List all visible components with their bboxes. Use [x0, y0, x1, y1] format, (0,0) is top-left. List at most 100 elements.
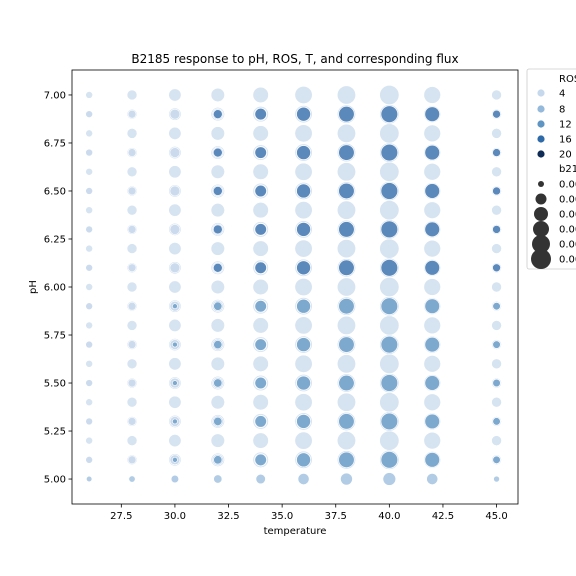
legend-ros-marker	[537, 150, 545, 158]
data-point	[423, 239, 441, 258]
data-point	[252, 86, 269, 104]
data-point	[254, 300, 267, 313]
data-point	[492, 148, 501, 157]
data-point	[491, 358, 502, 370]
data-point	[423, 124, 441, 143]
data-point	[336, 431, 356, 451]
data-point	[168, 88, 182, 102]
data-point	[254, 376, 267, 390]
data-point	[172, 303, 178, 310]
data-point	[296, 260, 311, 276]
chart-title: B2185 response to pH, ROS, T, and corres…	[131, 52, 458, 66]
data-point	[85, 379, 93, 387]
legend-ros-title: ROS	[559, 74, 576, 85]
data-point	[126, 128, 138, 139]
data-point	[252, 278, 269, 296]
data-point	[380, 105, 399, 123]
legend-ros-label: 8	[559, 105, 565, 116]
data-point	[172, 380, 178, 386]
legend-size-marker	[533, 221, 549, 237]
data-point	[169, 185, 181, 197]
data-point	[210, 395, 225, 410]
data-point	[127, 263, 137, 273]
data-point	[252, 317, 269, 334]
data-point	[210, 87, 225, 103]
data-point	[172, 418, 178, 425]
data-point	[380, 335, 399, 354]
data-point	[168, 357, 182, 371]
data-point	[336, 200, 356, 220]
legend-ros-marker	[537, 105, 545, 113]
data-point	[338, 413, 355, 430]
x-tick-label: 27.5	[110, 511, 132, 522]
data-point	[338, 336, 355, 353]
legend-ros-label: 12	[559, 120, 572, 131]
data-point	[492, 263, 501, 273]
data-point	[85, 167, 93, 176]
data-point	[126, 243, 138, 254]
data-point	[252, 163, 269, 180]
data-point	[379, 238, 400, 259]
x-tick-label: 37.5	[325, 511, 347, 522]
data-point	[254, 108, 267, 121]
data-point	[127, 455, 137, 465]
x-tick-label: 45.0	[485, 511, 507, 522]
data-point	[296, 452, 311, 468]
data-point	[169, 262, 181, 274]
data-point	[491, 243, 502, 254]
y-tick-label: 5.00	[44, 475, 66, 486]
data-point	[379, 200, 400, 221]
data-point	[85, 398, 93, 407]
data-point	[210, 279, 225, 295]
data-point	[254, 223, 267, 236]
data-point	[294, 316, 313, 335]
data-point	[127, 186, 137, 196]
data-point	[168, 395, 182, 409]
data-point	[424, 298, 440, 314]
data-point	[127, 148, 137, 157]
y-tick-label: 5.25	[44, 427, 66, 438]
data-point	[213, 147, 223, 158]
data-point	[127, 109, 137, 119]
data-point	[252, 202, 269, 219]
data-point	[85, 110, 93, 118]
data-point	[169, 108, 181, 120]
data-point	[380, 297, 399, 315]
data-point	[254, 184, 267, 198]
data-point	[85, 225, 93, 234]
y-tick-label: 5.50	[44, 379, 66, 390]
data-point	[168, 126, 182, 140]
data-point	[127, 340, 137, 349]
data-point	[85, 321, 93, 330]
data-point	[210, 356, 225, 371]
data-point	[492, 109, 501, 119]
data-point	[126, 320, 138, 331]
data-point	[126, 358, 138, 370]
data-point	[294, 431, 313, 450]
data-point	[296, 375, 311, 391]
data-point	[380, 374, 399, 392]
data-point	[127, 225, 137, 234]
x-tick-label: 35.0	[271, 511, 293, 522]
data-point	[338, 144, 355, 161]
legend: ROS b21 4 8 12 16 20 0.00 0.00 0.00 0.00 0.00 0.00	[526, 68, 576, 270]
data-point	[85, 283, 93, 291]
data-point	[380, 220, 399, 239]
data-point	[252, 125, 269, 142]
data-point	[424, 336, 440, 353]
data-point	[168, 203, 182, 217]
axes-layer: 27.5 30.0 32.5 35.0 37.5 40.0 42.5 45.0 5.00 5.25…	[44, 90, 508, 522]
data-point	[85, 417, 93, 426]
y-axis-label: pH	[28, 280, 39, 294]
data-point	[340, 472, 353, 486]
data-point	[126, 204, 138, 216]
data-point	[172, 457, 178, 463]
data-point	[170, 474, 180, 484]
data-point	[338, 182, 355, 200]
data-point	[85, 456, 93, 464]
data-point	[254, 261, 267, 274]
x-tick-label: 40.0	[378, 511, 400, 522]
data-point	[296, 183, 311, 199]
data-point	[379, 353, 400, 374]
legend-items: 4 8 12 16 20 0.00 0.00 0.00 0.00 0.00 0.00	[531, 89, 576, 269]
